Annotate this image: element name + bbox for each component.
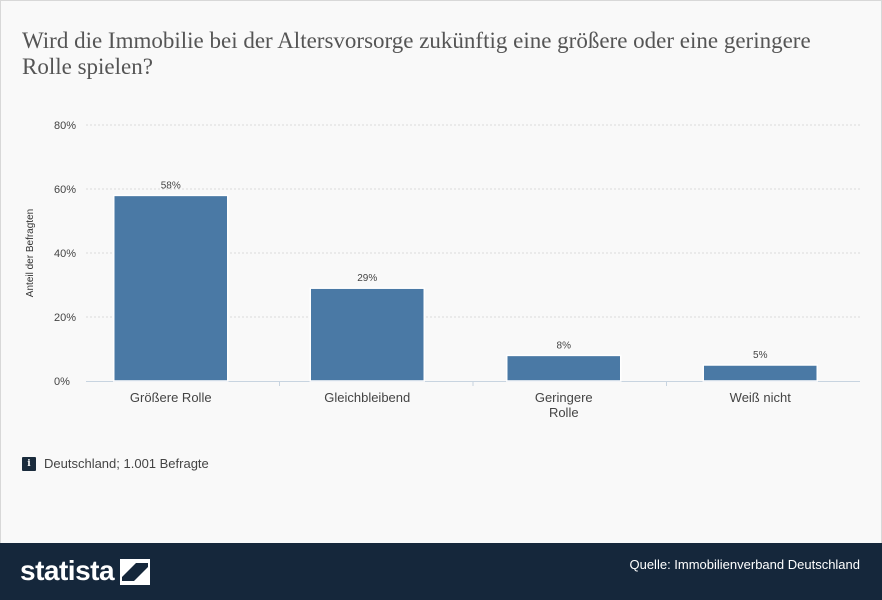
chart-title: Wird die Immobilie bei der Altersvorsorg…	[22, 28, 811, 79]
info-icon[interactable]: i	[22, 456, 36, 471]
y-axis-label: Anteil der Befragten	[25, 209, 36, 297]
brand-text: statista	[20, 555, 115, 586]
y-tick-label: 60%	[54, 184, 76, 196]
survey-note: i Deutschland; 1.001 Befragte	[22, 456, 209, 471]
y-tick-label: 80%	[54, 120, 76, 132]
note-text: Deutschland; 1.001 Befragte	[44, 456, 209, 471]
statista-logo-icon	[120, 559, 151, 585]
x-tick-label: Weiß nicht	[730, 390, 792, 405]
bar	[506, 354, 622, 382]
x-tick-label: Geringere Rolle	[535, 390, 593, 420]
x-tick-label: Größere Rolle	[130, 390, 212, 405]
data-label: 8%	[557, 340, 572, 351]
source-text: Quelle: Immobilienverband Deutschland	[629, 557, 860, 572]
data-label: 5%	[753, 350, 768, 361]
data-label: 29%	[357, 273, 377, 284]
y-tick-label: 20%	[54, 312, 76, 324]
bar-chart: 0% 20% 40% 60% 80% Anteil der Befragten 58% Grö…	[25, 120, 860, 420]
bar	[113, 194, 229, 382]
bar	[309, 287, 425, 382]
data-label: 58%	[161, 180, 181, 191]
statista-logo[interactable]: statista	[20, 555, 151, 587]
x-tick-label: Gleichbleibend	[324, 390, 410, 405]
y-tick-label: 0%	[54, 376, 70, 388]
y-tick-label: 40%	[54, 248, 76, 260]
bar	[702, 364, 818, 382]
footer-bar: statista Quelle: Immobilienverband Deuts…	[0, 543, 882, 600]
